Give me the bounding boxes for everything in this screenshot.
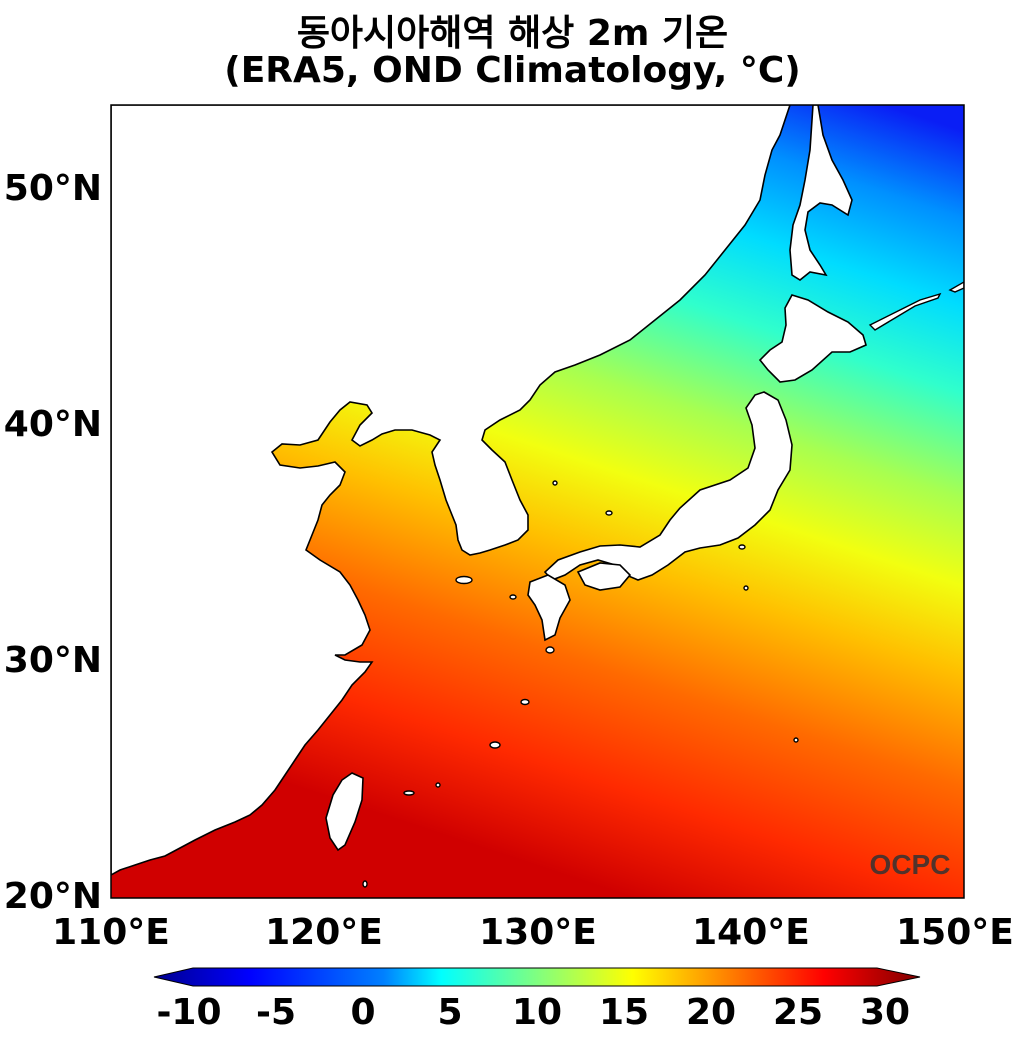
kuril-islands	[868, 281, 964, 331]
map-subtitle: (ERA5, OND Climatology, °C)	[224, 50, 801, 91]
colorbar-tick: -10	[156, 992, 222, 1033]
lat-label-30n: 30°N	[3, 640, 102, 681]
lon-label-150e: 150°E	[896, 912, 1014, 953]
islet	[552, 480, 558, 486]
honshu-island	[543, 391, 793, 581]
map-frame	[110, 104, 965, 899]
islet	[545, 646, 555, 654]
colorbar-tick: 25	[772, 992, 824, 1033]
colorbar-tick: 20	[685, 992, 737, 1033]
mainland-asia	[111, 105, 791, 876]
colorbar-tick: 10	[511, 992, 563, 1033]
jeju-island	[455, 575, 473, 585]
lon-label-140e: 140°E	[692, 912, 810, 953]
taiwan-island	[325, 772, 364, 852]
sakhalin-island	[789, 105, 853, 281]
colorbar-tick: 5	[437, 992, 463, 1033]
colorbar-tick: -5	[256, 992, 296, 1033]
hokkaido-island	[758, 294, 867, 383]
islet	[793, 737, 799, 743]
lat-label-20n: 20°N	[3, 876, 102, 917]
colorbar-outline	[153, 967, 921, 987]
okinawa-island	[489, 741, 501, 749]
colorbar-tick: 15	[598, 992, 650, 1033]
lat-label-50n: 50°N	[3, 168, 102, 209]
lat-label-40n: 40°N	[3, 404, 102, 445]
colorbar-fill	[154, 968, 920, 986]
islet	[605, 510, 613, 516]
colorbar-tick: 30	[859, 992, 911, 1033]
lon-label-130e: 130°E	[479, 912, 597, 953]
ocpc-watermark: OCPC	[870, 849, 951, 880]
islet	[435, 782, 441, 788]
colorbar	[153, 967, 921, 987]
map-title: 동아시아해역 해상 2m 기온	[296, 13, 729, 54]
islet	[509, 594, 517, 600]
shikoku-island	[576, 562, 632, 591]
islet	[743, 585, 749, 591]
map-area: OCPC	[111, 105, 964, 898]
islet	[403, 790, 415, 796]
small-islands	[362, 480, 799, 888]
islet	[520, 698, 530, 706]
lon-label-120e: 120°E	[265, 912, 383, 953]
lon-label-110e: 110°E	[52, 912, 170, 953]
islet	[738, 544, 746, 550]
kyushu-island	[527, 574, 571, 642]
colorbar-tick: 0	[350, 992, 376, 1033]
islet	[362, 880, 368, 888]
